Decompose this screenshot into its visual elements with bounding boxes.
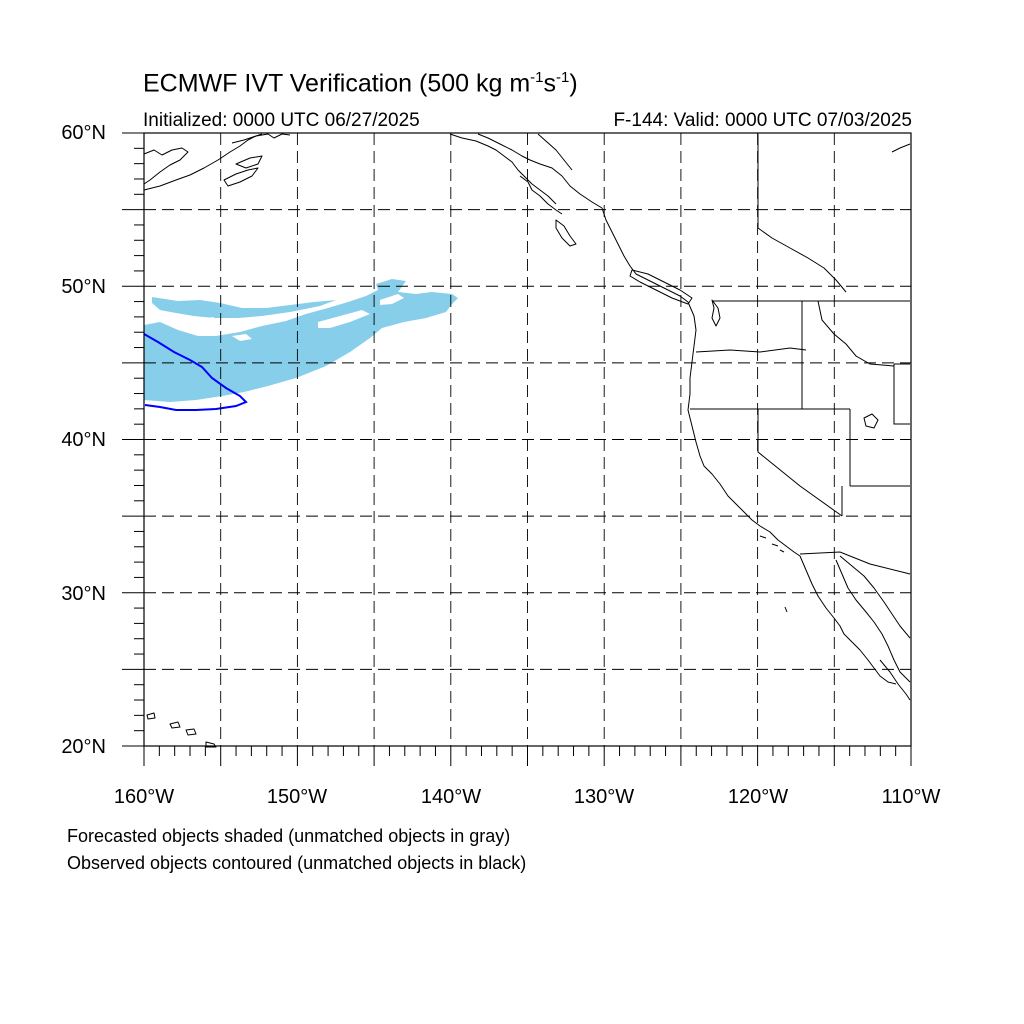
hawaii-oahu bbox=[169, 721, 181, 729]
lat-label-60n: 60°N bbox=[61, 122, 106, 144]
wy-border bbox=[893, 363, 910, 425]
cook-inlet-coast bbox=[231, 133, 291, 144]
kodiak-island bbox=[223, 167, 259, 187]
great-salt-lake bbox=[863, 413, 879, 429]
haida-gwaii bbox=[555, 219, 577, 247]
observed-ivt-contour bbox=[143, 333, 248, 411]
forecast-object-gap-3 bbox=[318, 310, 370, 328]
lat-label-40n: 40°N bbox=[61, 429, 106, 451]
bc-coast bbox=[601, 207, 689, 303]
alaska-peninsula-coast bbox=[143, 133, 263, 191]
forecast-ivt-object bbox=[144, 279, 458, 402]
lat-label-30n: 30°N bbox=[61, 583, 106, 605]
hawaii-big-island bbox=[205, 741, 217, 748]
channel-islands bbox=[759, 535, 785, 553]
us-mexico-border bbox=[799, 551, 911, 575]
guadalupe-island bbox=[784, 606, 788, 613]
alexander-archipelago bbox=[519, 175, 563, 215]
valid-time-label: F-144: Valid: 0000 UTC 07/03/2025 bbox=[613, 110, 912, 131]
axis-ticks bbox=[122, 132, 912, 766]
puget-sound bbox=[711, 299, 721, 327]
lat-label-50n: 50°N bbox=[61, 276, 106, 298]
inland-coast-se-alaska bbox=[477, 133, 603, 209]
vancouver-island bbox=[629, 269, 693, 305]
forecast-object-gap-4 bbox=[380, 294, 404, 305]
id-mt-border bbox=[817, 300, 895, 367]
lat-label-20n: 20°N bbox=[61, 736, 106, 758]
kodiak-island-2 bbox=[235, 155, 263, 169]
observed-legend-note: Observed objects contoured (unmatched ob… bbox=[67, 853, 527, 873]
lon-label-140w: 140°W bbox=[420, 786, 482, 808]
hawaii-maui bbox=[185, 728, 197, 736]
hudson-bay-coast bbox=[891, 143, 911, 153]
political-boundaries bbox=[690, 134, 911, 575]
initialized-label: Initialized: 0000 UTC 06/27/2025 bbox=[143, 110, 420, 131]
coastlines bbox=[143, 133, 911, 748]
lon-label-130w: 130°W bbox=[573, 786, 635, 808]
bc-interior-boundary bbox=[537, 133, 573, 171]
chart-title: ECMWF IVT Verification (500 kg m-1s-1) bbox=[143, 69, 578, 98]
mexico-mainland-coast bbox=[839, 555, 911, 639]
mexico-coast-south bbox=[879, 659, 911, 701]
lon-label-160w: 160°W bbox=[113, 786, 175, 808]
baja-gulf-coast bbox=[835, 559, 911, 683]
gulf-of-alaska-coast bbox=[449, 133, 557, 205]
lon-label-150w: 150°W bbox=[266, 786, 328, 808]
ca-nv-border bbox=[757, 409, 843, 517]
graticule bbox=[144, 133, 911, 746]
forecast-legend-note: Forecasted objects shaded (unmatched obj… bbox=[67, 826, 511, 846]
forecast-objects bbox=[144, 279, 458, 402]
us-west-coast bbox=[687, 301, 801, 557]
baja-pacific-coast bbox=[799, 555, 897, 685]
alaska-southwest-coast bbox=[143, 147, 189, 185]
forecast-object-gap-1 bbox=[198, 317, 236, 332]
wa-or-border bbox=[695, 347, 807, 353]
forecast-object-gap-2 bbox=[232, 334, 252, 341]
lon-label-110w: 110°W bbox=[881, 786, 941, 808]
lon-label-120w: 120°W bbox=[727, 786, 789, 808]
canadian-interior-line bbox=[757, 227, 847, 293]
hawaii-kauai bbox=[146, 712, 156, 720]
